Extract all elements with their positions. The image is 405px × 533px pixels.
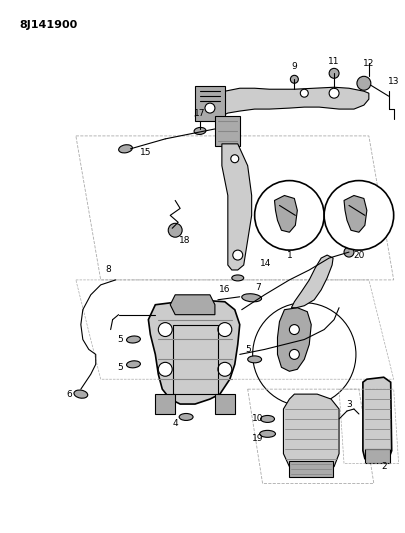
Circle shape <box>218 322 232 336</box>
Polygon shape <box>290 461 333 477</box>
Polygon shape <box>363 377 392 463</box>
Circle shape <box>329 68 339 78</box>
Text: 14: 14 <box>260 259 271 268</box>
Circle shape <box>324 181 394 250</box>
Polygon shape <box>284 394 339 477</box>
Polygon shape <box>365 449 390 463</box>
Polygon shape <box>215 116 240 146</box>
Text: 5: 5 <box>118 335 124 344</box>
Ellipse shape <box>232 275 244 281</box>
Text: 18: 18 <box>179 236 191 245</box>
Text: 15: 15 <box>140 148 151 157</box>
Ellipse shape <box>74 390 88 398</box>
Ellipse shape <box>179 414 193 421</box>
Text: 8J141900: 8J141900 <box>19 20 77 30</box>
Circle shape <box>255 181 324 250</box>
Text: 4: 4 <box>173 419 178 429</box>
Polygon shape <box>344 196 367 232</box>
Polygon shape <box>291 255 333 308</box>
Circle shape <box>205 103 215 113</box>
Polygon shape <box>222 144 252 270</box>
Text: 12: 12 <box>363 59 375 68</box>
Ellipse shape <box>260 415 275 423</box>
Text: 13: 13 <box>388 77 399 86</box>
Circle shape <box>344 247 354 257</box>
Ellipse shape <box>194 127 206 134</box>
Ellipse shape <box>126 361 141 368</box>
Polygon shape <box>156 394 175 414</box>
Circle shape <box>301 89 308 97</box>
Circle shape <box>158 362 172 376</box>
Polygon shape <box>195 87 369 119</box>
Text: 9: 9 <box>292 62 297 71</box>
Polygon shape <box>148 300 240 404</box>
Text: 5: 5 <box>118 363 124 372</box>
Ellipse shape <box>248 356 262 363</box>
Polygon shape <box>195 86 225 121</box>
Polygon shape <box>275 196 297 232</box>
Text: 5: 5 <box>245 345 251 354</box>
Text: 10: 10 <box>252 415 263 423</box>
Polygon shape <box>170 295 215 314</box>
Circle shape <box>218 362 232 376</box>
Ellipse shape <box>126 336 141 343</box>
Text: 1: 1 <box>286 251 292 260</box>
Circle shape <box>357 76 371 90</box>
Text: 16: 16 <box>219 285 230 294</box>
Circle shape <box>231 155 239 163</box>
Text: 8: 8 <box>106 265 111 274</box>
Text: 6: 6 <box>66 390 72 399</box>
Text: 19: 19 <box>252 434 263 443</box>
Ellipse shape <box>242 294 262 302</box>
Text: 17: 17 <box>194 109 206 118</box>
Text: 3: 3 <box>346 400 352 409</box>
Circle shape <box>233 250 243 260</box>
Circle shape <box>329 88 339 98</box>
Ellipse shape <box>260 430 275 437</box>
Circle shape <box>168 223 182 237</box>
Text: 2: 2 <box>381 462 386 471</box>
Circle shape <box>290 325 299 335</box>
Circle shape <box>290 75 298 83</box>
Polygon shape <box>215 394 235 414</box>
Ellipse shape <box>119 145 132 153</box>
Text: 20: 20 <box>353 251 365 260</box>
Circle shape <box>158 322 172 336</box>
Text: 11: 11 <box>328 57 340 66</box>
Polygon shape <box>277 308 311 372</box>
Text: 7: 7 <box>255 284 260 293</box>
Circle shape <box>290 350 299 359</box>
